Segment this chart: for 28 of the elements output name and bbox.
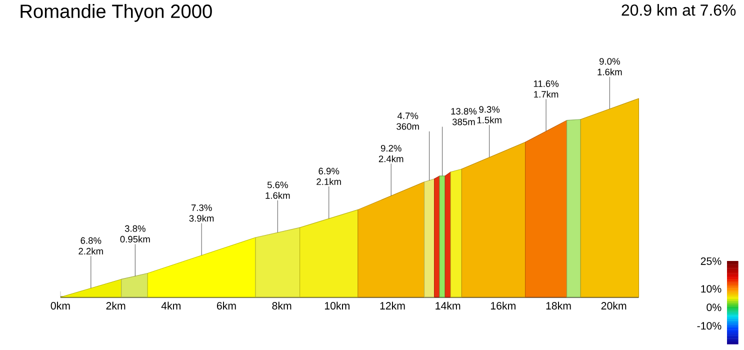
x-tick-label: 18km — [546, 302, 571, 310]
x-tick-label: 2km — [106, 302, 126, 310]
annotation: 6.9% 2.1km — [316, 168, 341, 185]
color-bar-label: 0% — [706, 304, 722, 312]
annotation: 11.6% 1.7km — [534, 80, 559, 98]
annotation: 9.3% 1.5km — [477, 106, 502, 124]
annotation: 5.6% 1.6km — [266, 182, 290, 199]
x-tick-label: 6km — [216, 302, 236, 310]
annotation: 7.3% 3.9km — [189, 204, 214, 222]
x-tick-label: 0km — [50, 302, 70, 310]
annotation: 6.8% 2.2km — [78, 237, 103, 254]
text: 20.9 km at 7.6% — [622, 4, 736, 16]
annotation: 9.0% 1.6km — [598, 58, 622, 76]
annotation: 3.8% 0.95km — [120, 225, 150, 242]
x-tick-label: 4km — [161, 302, 180, 310]
annotation: 13.8% 385m — [451, 108, 477, 126]
color-bar-label: 25% — [700, 257, 722, 265]
color-bar-label: 10% — [701, 285, 722, 293]
x-tick-label: 20km — [601, 302, 626, 310]
x-tick-label: 8km — [272, 302, 292, 310]
x-tick-label: 12km — [380, 302, 405, 310]
x-tick-label: 16km — [490, 302, 516, 310]
color-bar-label: -10% — [697, 322, 722, 330]
annotation: 9.2% 2.4km — [378, 144, 404, 162]
chart-title: Romandie Thyon 2000 — [20, 4, 212, 22]
x-tick-label: 10km — [324, 302, 350, 310]
annotation: 4.7% 360m — [396, 112, 419, 130]
x-tick-label: 14km — [436, 302, 460, 310]
